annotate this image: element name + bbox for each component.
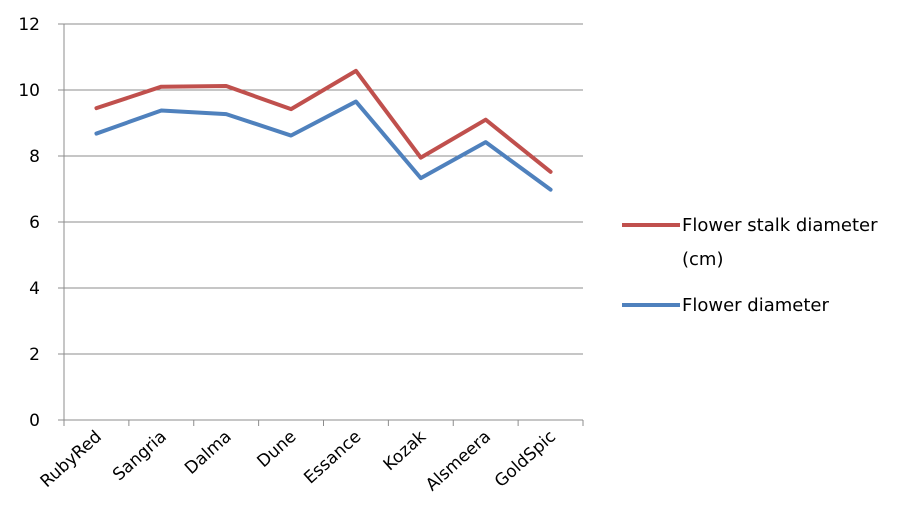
y-tick-label: 8 <box>29 147 40 167</box>
data-point <box>484 140 488 144</box>
x-tick-label: Dune <box>254 427 301 472</box>
data-point <box>289 134 293 138</box>
axes <box>58 23 584 426</box>
y-tick-label: 2 <box>29 345 40 365</box>
series-line-1 <box>94 99 553 192</box>
data-point <box>224 84 228 88</box>
data-point <box>224 112 228 116</box>
x-tick-label: Essance <box>300 427 365 488</box>
data-point <box>549 188 553 192</box>
x-tick-label: RubyRed <box>37 427 106 492</box>
x-tick-label: Sangria <box>109 427 171 485</box>
legend-label-0: Flower stalk diameter <box>682 215 878 236</box>
y-tick-label: 4 <box>29 279 40 299</box>
data-point <box>289 107 293 111</box>
data-point <box>549 170 553 174</box>
data-point <box>419 176 423 180</box>
x-tick-label: GoldSpic <box>491 427 560 492</box>
y-tick-label: 10 <box>18 81 40 101</box>
data-point <box>419 156 423 160</box>
x-tick-label: Kozak <box>380 427 431 475</box>
data-point <box>94 106 98 110</box>
y-tick-label: 12 <box>18 15 40 35</box>
legend: Flower stalk diameter (cm) Flower diameter <box>622 215 878 316</box>
y-tick-label: 6 <box>29 213 40 233</box>
data-point <box>354 100 358 104</box>
x-tick-label: Alsmeera <box>422 427 495 495</box>
x-tick-labels: RubyRed Sangria Dalma Dune Essance KozakAlsme… <box>37 427 560 496</box>
gridlines <box>64 23 583 355</box>
data-point <box>484 118 488 122</box>
data-point <box>159 108 163 112</box>
legend-label-0: (cm) <box>682 249 723 270</box>
data-point <box>159 85 163 89</box>
data-point <box>94 132 98 136</box>
x-tick-label: Dalma <box>181 427 235 479</box>
y-tick-label: 0 <box>29 411 40 431</box>
data-point <box>354 69 358 73</box>
y-tick-labels: 0 2 4 6 8 10 12 <box>18 15 40 431</box>
legend-label-1: Flower diameter <box>682 295 829 316</box>
series-lines <box>94 68 553 192</box>
series-line-0 <box>94 68 553 174</box>
